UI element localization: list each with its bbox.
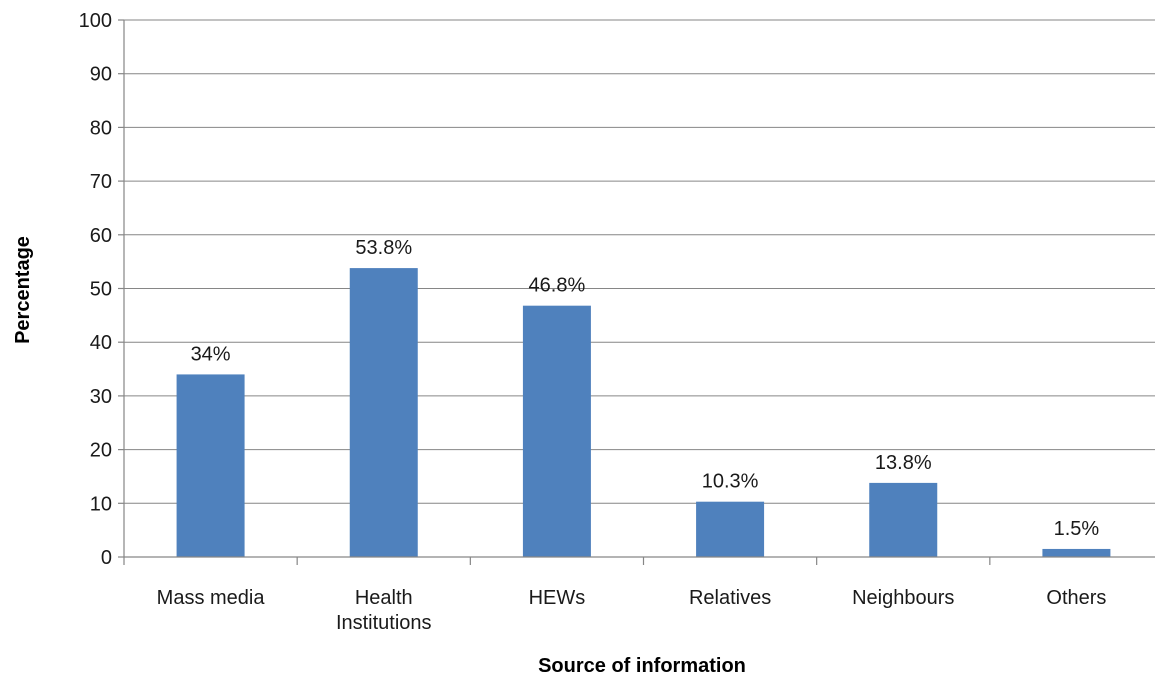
- data-label: 13.8%: [875, 452, 932, 474]
- category-label: Mass media: [157, 587, 266, 609]
- bar: [869, 482, 938, 557]
- bar: [349, 268, 418, 557]
- category-label: Relatives: [689, 587, 771, 609]
- axes: [118, 19, 1155, 565]
- y-tick-label: 50: [90, 279, 112, 301]
- gridlines: [124, 19, 1155, 504]
- bar: [522, 305, 591, 557]
- labels: 0 10 20 30 40 50 60 70 80 90 100 34% Mass media 53.8%…: [79, 10, 1107, 634]
- data-label: 46.8%: [529, 275, 586, 297]
- x-axis-title: Source of information: [538, 655, 746, 676]
- data-label: 53.8%: [355, 237, 412, 259]
- y-tick-label: 0: [101, 547, 112, 569]
- category-label: Neighbours: [852, 587, 954, 609]
- y-axis-title: Percentage: [12, 236, 34, 344]
- y-tick-label: 90: [90, 64, 112, 86]
- data-label: 10.3%: [702, 471, 759, 493]
- bar: [176, 374, 245, 557]
- data-label: 1.5%: [1054, 518, 1100, 540]
- y-tick-label: 100: [79, 10, 112, 32]
- category-label: Institutions: [336, 612, 432, 634]
- category-label: Health: [355, 587, 413, 609]
- y-tick-label: 30: [90, 386, 112, 408]
- data-label: 34%: [191, 343, 231, 365]
- y-tick-label: 10: [90, 493, 112, 515]
- bar: [696, 501, 765, 557]
- y-tick-label: 70: [90, 171, 112, 193]
- y-tick-label: 60: [90, 225, 112, 247]
- category-label: HEWs: [529, 587, 586, 609]
- y-tick-label: 80: [90, 117, 112, 139]
- bar: [1042, 548, 1111, 557]
- y-tick-label: 40: [90, 332, 112, 354]
- bars: [176, 268, 1111, 557]
- category-label: Others: [1046, 587, 1106, 609]
- y-tick-label: 20: [90, 440, 112, 462]
